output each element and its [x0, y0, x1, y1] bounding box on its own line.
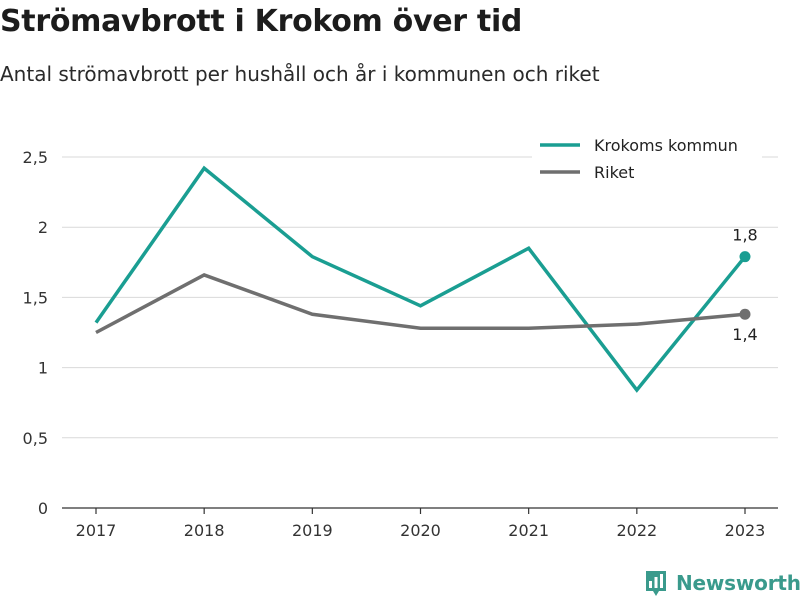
data-label: 1,8: [732, 226, 757, 245]
brand-name: Newsworthy: [676, 571, 800, 595]
x-tick-label: 2018: [184, 521, 225, 540]
y-tick-label: 1: [38, 359, 48, 378]
series-line: [94, 165, 747, 393]
x-tick-label: 2017: [76, 521, 117, 540]
y-axis: 0 0,5 1 1,5 2 2,5: [23, 148, 48, 518]
chart-title: Strömavbrott i Krokom över tid: [0, 4, 523, 39]
y-tick-label: 2,5: [23, 148, 48, 167]
legend-label: Riket: [594, 163, 634, 182]
brand-logo: Newsworthy: [644, 569, 800, 597]
legend-label: Krokoms kommun: [594, 136, 738, 155]
legend: Krokoms kommun Riket: [532, 132, 762, 185]
bar-chart-icon: [646, 571, 666, 596]
x-tick-label: 2021: [508, 521, 549, 540]
chart-subtitle: Antal strömavbrott per hushåll och år i …: [0, 62, 600, 86]
y-tick-label: 0,5: [23, 429, 48, 448]
x-tick-label: 2023: [725, 521, 766, 540]
x-axis: 2017 2018 2019 2020 2021 2022 2023: [62, 507, 778, 540]
data-label: 1,4: [732, 325, 757, 344]
series-line: [95, 273, 746, 335]
y-tick-label: 0: [38, 499, 48, 518]
series-group: 1,8 1,4: [94, 165, 758, 393]
x-tick-label: 2022: [616, 521, 657, 540]
y-tick-label: 1,5: [23, 288, 48, 307]
series-end-point: [739, 251, 751, 263]
grid-lines: [62, 156, 778, 439]
y-tick-label: 2: [38, 218, 48, 237]
series-end-point: [739, 308, 751, 320]
x-tick-label: 2019: [292, 521, 333, 540]
x-tick-label: 2020: [400, 521, 441, 540]
